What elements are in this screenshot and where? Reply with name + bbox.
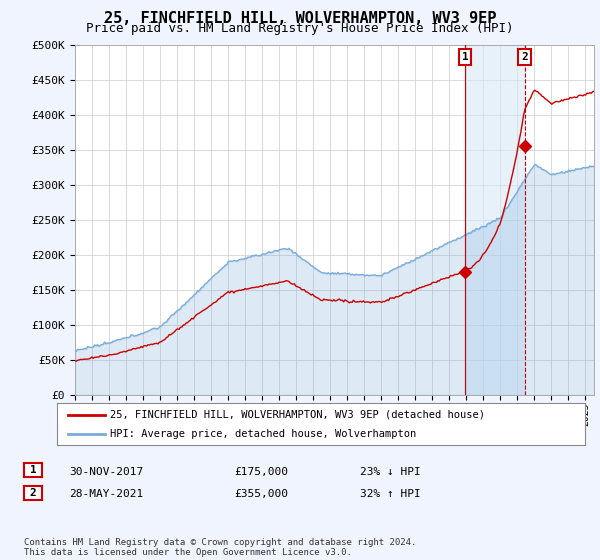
Text: 23% ↓ HPI: 23% ↓ HPI bbox=[360, 466, 421, 477]
Text: £175,000: £175,000 bbox=[234, 466, 288, 477]
Text: 30-NOV-2017: 30-NOV-2017 bbox=[69, 466, 143, 477]
Text: Price paid vs. HM Land Registry's House Price Index (HPI): Price paid vs. HM Land Registry's House … bbox=[86, 22, 514, 35]
Text: HPI: Average price, detached house, Wolverhampton: HPI: Average price, detached house, Wolv… bbox=[110, 429, 416, 439]
Text: 32% ↑ HPI: 32% ↑ HPI bbox=[360, 489, 421, 499]
Text: Contains HM Land Registry data © Crown copyright and database right 2024.
This d: Contains HM Land Registry data © Crown c… bbox=[24, 538, 416, 557]
Text: 28-MAY-2021: 28-MAY-2021 bbox=[69, 489, 143, 499]
Text: 1: 1 bbox=[461, 52, 469, 62]
Bar bbox=[465, 45, 524, 395]
Text: 2: 2 bbox=[29, 488, 37, 497]
Text: £355,000: £355,000 bbox=[234, 489, 288, 499]
Text: 25, FINCHFIELD HILL, WOLVERHAMPTON, WV3 9EP (detached house): 25, FINCHFIELD HILL, WOLVERHAMPTON, WV3 … bbox=[110, 409, 485, 419]
Text: 1: 1 bbox=[29, 465, 37, 475]
Text: 2: 2 bbox=[521, 52, 528, 62]
Text: 25, FINCHFIELD HILL, WOLVERHAMPTON, WV3 9EP: 25, FINCHFIELD HILL, WOLVERHAMPTON, WV3 … bbox=[104, 11, 496, 26]
